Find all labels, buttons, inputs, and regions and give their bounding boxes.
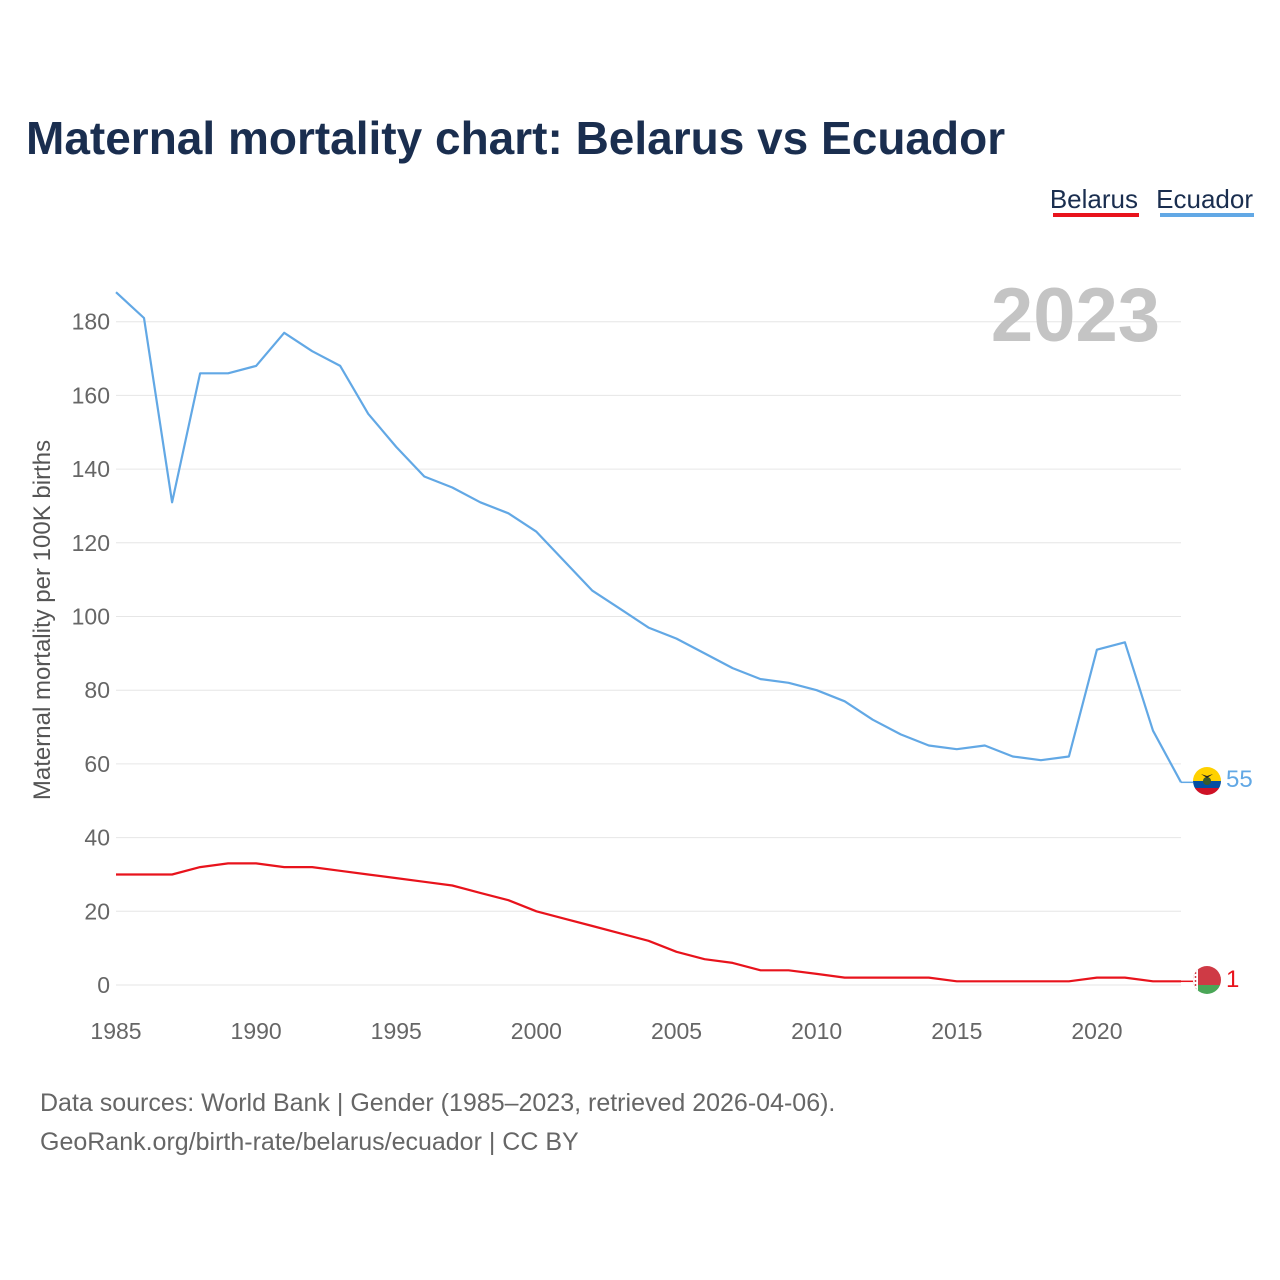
y-tick-label: 80 — [84, 677, 110, 703]
y-tick-label: 120 — [72, 530, 110, 556]
series-line-ecuador — [115, 291, 1182, 783]
y-tick-label: 140 — [72, 456, 110, 482]
x-tick-label: 2015 — [931, 1018, 982, 1044]
y-tick-label: 40 — [84, 825, 110, 851]
x-tick-label: 1990 — [231, 1018, 282, 1044]
end-label-ecuador: 55 — [1226, 766, 1253, 793]
y-tick-label: 180 — [72, 309, 110, 335]
flag-belarus-icon — [1193, 966, 1221, 994]
x-tick-label: 1985 — [90, 1018, 141, 1044]
x-tick-label: 2000 — [511, 1018, 562, 1044]
y-axis-ticks: 0 20 40 60 80 100 120 140 160 180 — [72, 309, 110, 998]
y-tick-label: 160 — [72, 382, 110, 408]
legend-item-ecuador[interactable]: Ecuador — [1156, 184, 1253, 214]
gridlines — [116, 321, 1181, 986]
flag-ecuador-icon — [1193, 767, 1221, 795]
x-tick-label: 2005 — [651, 1018, 702, 1044]
y-tick-label: 100 — [72, 604, 110, 630]
y-axis-label: Maternal mortality per 100K births — [29, 440, 56, 800]
x-tick-label: 2020 — [1071, 1018, 1122, 1044]
x-axis-ticks: 1985 1990 1995 2000 2005 2010 2015 2020 — [90, 1018, 1122, 1044]
series-lines — [115, 291, 1193, 983]
y-tick-label: 0 — [97, 972, 110, 998]
y-tick-label: 60 — [84, 751, 110, 777]
end-label-belarus: 1 — [1226, 966, 1239, 993]
legend-swatch-ecuador — [1160, 213, 1254, 217]
legend-item-belarus[interactable]: Belarus — [1050, 184, 1138, 214]
legend-swatch-belarus — [1053, 213, 1139, 217]
y-tick-label: 20 — [84, 898, 110, 924]
legend: Belarus Ecuador — [1050, 184, 1254, 217]
series-line-belarus — [116, 862, 1181, 983]
chart-title: Maternal mortality chart: Belarus vs Ecu… — [26, 112, 1005, 164]
data-source-text: Data sources: World Bank | Gender (1985–… — [40, 1089, 835, 1117]
attribution-link[interactable]: GeoRank.org/birth-rate/belarus/ecuador |… — [40, 1128, 579, 1156]
x-tick-label: 1995 — [371, 1018, 422, 1044]
x-tick-label: 2010 — [791, 1018, 842, 1044]
current-year-label: 2023 — [991, 273, 1160, 358]
